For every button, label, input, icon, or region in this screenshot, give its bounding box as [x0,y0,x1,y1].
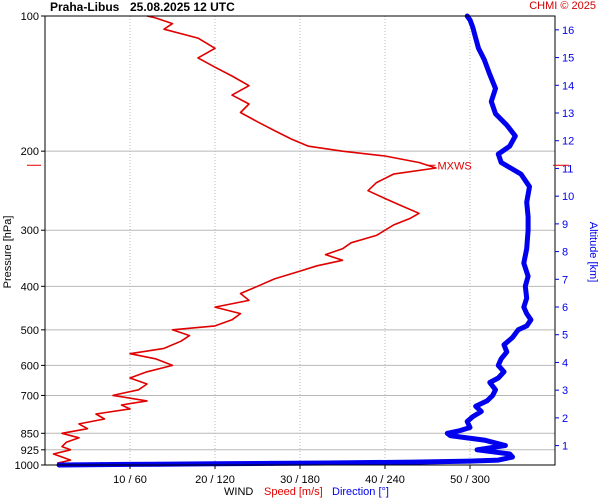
altitude-axis-label: Altitude [km] [587,222,599,283]
altitude-tick-label: 5 [562,330,568,342]
altitude-tick-label: 6 [562,302,568,314]
wind-tick-label: 50 / 300 [450,474,490,486]
wind-tick-label: 20 / 120 [195,474,235,486]
pressure-tick-label: 500 [21,325,39,337]
altitude-tick-label: 15 [562,53,574,65]
direction-profile-line [56,13,534,468]
altitude-tick-label: 7 [562,274,568,286]
altitude-tick-label: 3 [562,385,568,397]
direction-point [325,460,331,466]
wind-tick-label: 10 / 60 [113,474,147,486]
pressure-tick-label: 200 [21,146,39,158]
wind-axis-title: WIND [224,486,253,498]
pressure-tick-label: 600 [21,360,39,372]
series-layer [52,13,534,468]
pressure-tick-label: 925 [21,445,39,457]
grid [45,16,555,465]
altitude-tick-label: 10 [562,191,574,203]
altitude-tick-label: 2 [562,413,568,425]
altitude-tick-label: 12 [562,136,574,148]
station-name: Praha-Libus [50,0,120,14]
pressure-tick-label: 850 [21,428,39,440]
altitude-tick-label: 11 [562,163,573,175]
altitude-tick-label: 16 [562,25,574,37]
altitude-tick-label: 8 [562,247,568,259]
pressure-tick-label: 700 [21,390,39,402]
direction-axis-label: Direction [°] [332,486,389,498]
wind-tick-label: 40 / 240 [365,474,405,486]
pressure-tick-label: 1000 [15,460,39,472]
copyright-credit: CHMI © 2025 [529,0,596,12]
altitude-tick-label: 13 [562,108,574,120]
speed-profile-line [52,15,437,466]
direction-point [155,461,161,467]
altitude-tick-label: 4 [562,357,568,369]
wind-tick-label: 30 / 180 [280,474,320,486]
altitude-tick-label: 1 [562,441,568,453]
altitude-tick-label: 14 [562,80,574,92]
altitude-tick-label: 9 [562,219,568,231]
pressure-tick-label: 400 [21,281,39,293]
speed-axis-label: Speed [m/s] [264,486,323,498]
pressure-tick-label: 100 [21,11,39,23]
sounding-datetime: 25.08.2025 12 UTC [130,0,235,14]
pressure-axis-label: Pressure [hPa] [2,216,14,289]
pressure-tick-label: 300 [21,225,39,237]
mxws-annotation: MXWS [438,160,472,172]
